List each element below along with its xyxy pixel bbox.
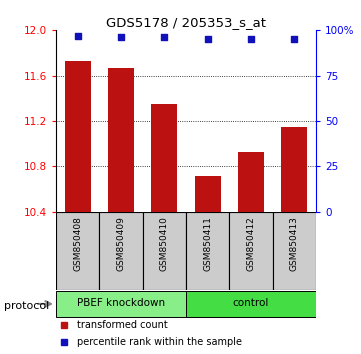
- Point: [291, 36, 297, 42]
- Point: [161, 35, 167, 40]
- Text: GSM850408: GSM850408: [73, 216, 82, 271]
- Text: GSM850410: GSM850410: [160, 216, 169, 271]
- Text: GSM850411: GSM850411: [203, 216, 212, 271]
- Bar: [186, 212, 229, 290]
- Text: GSM850413: GSM850413: [290, 216, 299, 271]
- Point: [118, 35, 124, 40]
- Bar: [143, 212, 186, 290]
- Bar: [238, 152, 264, 212]
- Title: GDS5178 / 205353_s_at: GDS5178 / 205353_s_at: [106, 16, 266, 29]
- Bar: [229, 212, 273, 290]
- Bar: [108, 68, 134, 212]
- Point: [75, 33, 81, 38]
- Bar: [56, 291, 186, 316]
- Text: PBEF knockdown: PBEF knockdown: [77, 298, 165, 308]
- Bar: [99, 212, 143, 290]
- Bar: [56, 212, 99, 290]
- Text: percentile rank within the sample: percentile rank within the sample: [77, 337, 242, 347]
- Text: GSM850409: GSM850409: [117, 216, 125, 271]
- Point: [248, 36, 254, 42]
- Bar: [195, 176, 221, 212]
- Bar: [186, 291, 316, 316]
- Point: [205, 36, 210, 42]
- Text: GSM850412: GSM850412: [247, 216, 255, 270]
- Bar: [151, 104, 177, 212]
- Bar: [281, 127, 307, 212]
- Bar: [65, 61, 91, 212]
- Bar: [273, 212, 316, 290]
- Text: protocol: protocol: [4, 301, 49, 311]
- Text: transformed count: transformed count: [77, 320, 168, 330]
- Text: control: control: [233, 298, 269, 308]
